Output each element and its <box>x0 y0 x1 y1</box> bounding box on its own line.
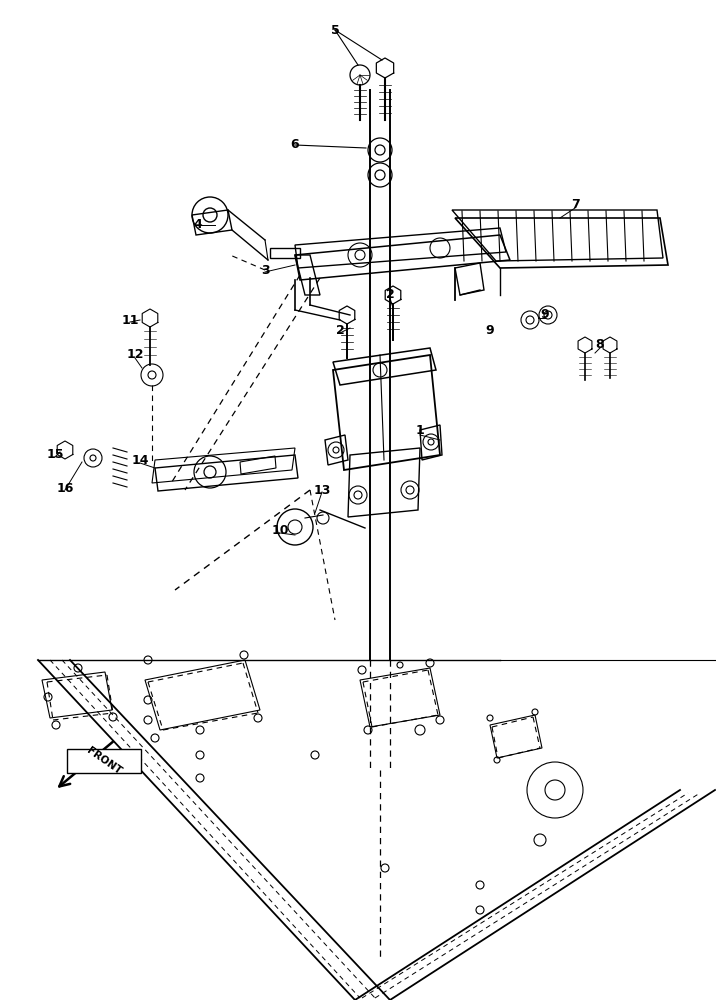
FancyBboxPatch shape <box>67 749 141 773</box>
Text: 1: 1 <box>415 424 425 436</box>
Text: 15: 15 <box>47 448 64 462</box>
Text: 5: 5 <box>331 23 339 36</box>
Text: 12: 12 <box>126 349 144 361</box>
Text: 7: 7 <box>571 198 579 212</box>
Text: 9: 9 <box>541 308 549 322</box>
Text: 3: 3 <box>261 263 269 276</box>
Text: 11: 11 <box>121 314 139 326</box>
Text: 6: 6 <box>291 138 299 151</box>
Text: 16: 16 <box>57 482 74 494</box>
Text: FRONT: FRONT <box>84 745 123 777</box>
Text: 10: 10 <box>271 524 289 536</box>
Text: 13: 13 <box>314 484 331 496</box>
Text: 2: 2 <box>386 288 395 302</box>
Text: 14: 14 <box>131 454 149 466</box>
Text: 2: 2 <box>336 324 344 336</box>
Text: 9: 9 <box>485 324 494 336</box>
Text: 4: 4 <box>193 219 203 232</box>
Text: 8: 8 <box>596 338 604 352</box>
